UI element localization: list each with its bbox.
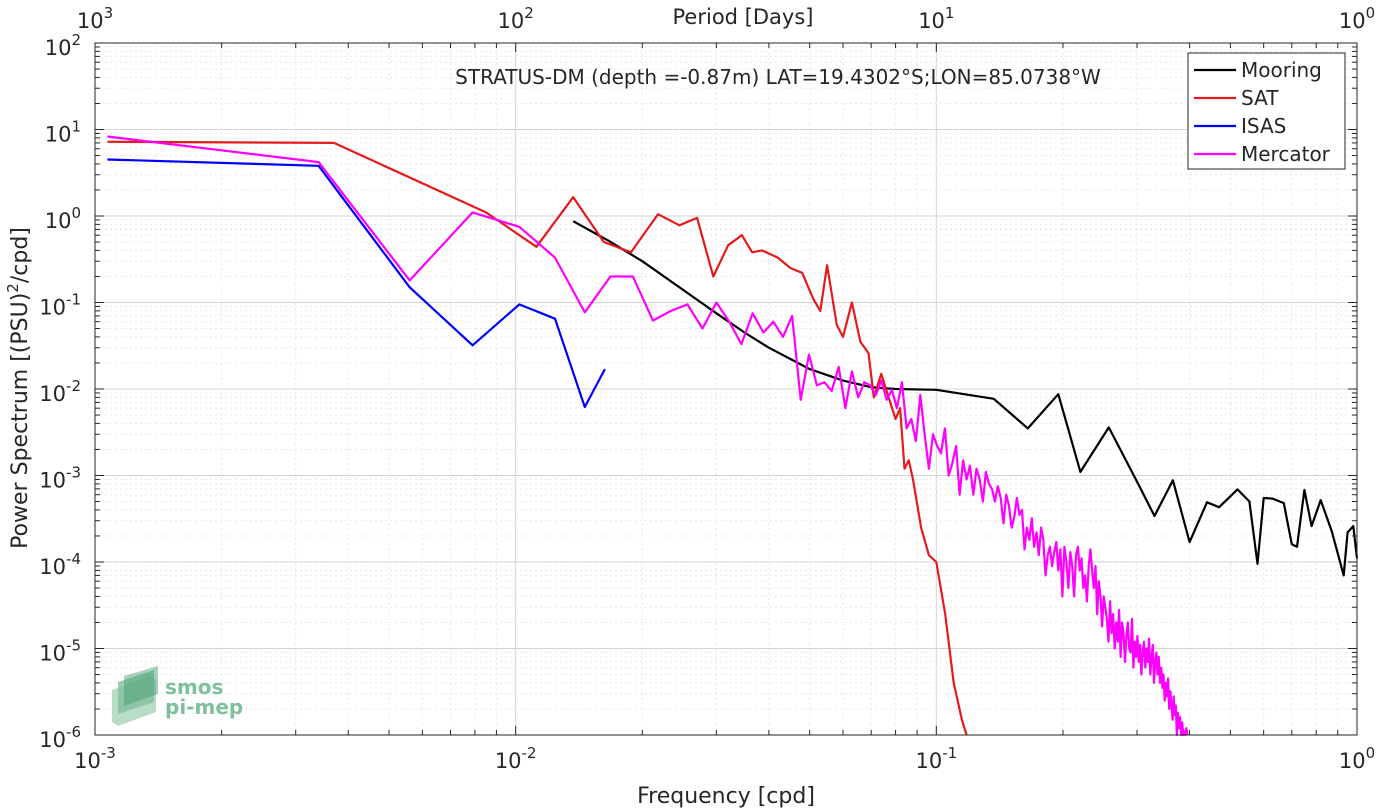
y-tick-label-base: 10 bbox=[39, 382, 66, 406]
x-tick-label: 10-1 bbox=[915, 744, 957, 773]
x-tick-label: 100 bbox=[1339, 744, 1375, 773]
y-tick-label: 10-6 bbox=[39, 723, 81, 752]
legend-label-mercator: Mercator bbox=[1241, 142, 1331, 166]
x-tick-label-base: 10 bbox=[915, 749, 942, 773]
top-tick-label-base: 10 bbox=[498, 9, 525, 33]
series-line-isas bbox=[107, 158, 606, 409]
y-tick-label-base: 10 bbox=[45, 209, 72, 233]
legend-label-isas: ISAS bbox=[1241, 114, 1286, 138]
x-tick-label-exp: -1 bbox=[942, 744, 957, 762]
y-tick-label-base: 10 bbox=[39, 642, 66, 666]
y-tick-label-base: 10 bbox=[45, 123, 72, 147]
y-tick-label: 10-1 bbox=[39, 291, 81, 320]
x-tick-label-exp: 0 bbox=[1366, 744, 1376, 762]
y-tick-label-base: 10 bbox=[39, 469, 66, 493]
legend-label-mooring: Mooring bbox=[1241, 58, 1322, 82]
ticks-layer bbox=[94, 43, 1357, 736]
y-tick-label: 100 bbox=[45, 204, 81, 233]
top-axis-label: Period [Days] bbox=[673, 5, 814, 29]
logo-text-pi-mep: pi-mep bbox=[165, 695, 243, 719]
x-tick-label: 10-3 bbox=[74, 744, 116, 773]
legend-box bbox=[1187, 52, 1346, 170]
y-tick-label: 101 bbox=[45, 118, 81, 147]
y-tick-label-base: 10 bbox=[39, 296, 66, 320]
y-tick-label-exp: -4 bbox=[66, 550, 81, 568]
top-tick-label-exp: 1 bbox=[945, 4, 955, 22]
x-tick-label-base: 10 bbox=[74, 749, 101, 773]
logo-icon bbox=[112, 666, 158, 726]
top-tick-label: 103 bbox=[77, 4, 113, 33]
top-tick-label: 100 bbox=[1339, 4, 1375, 33]
y-tick-label-base: 10 bbox=[39, 728, 66, 752]
y-tick-label: 10-3 bbox=[39, 464, 81, 493]
y-axis-label: Power Spectrum [(PSU)2/cpd] bbox=[4, 227, 33, 549]
top-tick-label: 101 bbox=[918, 4, 954, 33]
series-line-mercator bbox=[107, 135, 1189, 737]
x-tick-label: 10-2 bbox=[495, 744, 537, 773]
x-tick-label-base: 10 bbox=[495, 749, 522, 773]
chart-title: STRATUS-DM (depth =-0.87m) LAT=19.4302°S… bbox=[455, 65, 1101, 89]
y-tick-label-exp: 0 bbox=[71, 204, 81, 222]
legend: Mooring SAT ISAS Mercator bbox=[1187, 52, 1346, 170]
top-tick-label-base: 10 bbox=[1339, 9, 1366, 33]
top-tick-label-base: 10 bbox=[918, 9, 945, 33]
y-axis-label-sup: 2 bbox=[4, 283, 22, 293]
top-tick-label-exp: 3 bbox=[104, 4, 114, 22]
logo-text-smos: smos bbox=[165, 675, 223, 699]
x-tick-label-exp: -2 bbox=[522, 744, 537, 762]
y-tick-label: 10-5 bbox=[39, 637, 81, 666]
top-tick-label: 102 bbox=[498, 4, 534, 33]
x-tick-label-base: 10 bbox=[1339, 749, 1366, 773]
y-tick-label: 102 bbox=[45, 31, 81, 60]
top-tick-label-exp: 0 bbox=[1366, 4, 1376, 22]
x-tick-label-exp: -3 bbox=[101, 744, 116, 762]
y-tick-label-base: 10 bbox=[45, 36, 72, 60]
y-tick-label-exp: -2 bbox=[66, 377, 81, 395]
top-tick-label-base: 10 bbox=[77, 9, 104, 33]
y-tick-label-exp: -3 bbox=[66, 464, 81, 482]
legend-label-sat: SAT bbox=[1241, 86, 1279, 110]
y-tick-label-exp: 2 bbox=[71, 31, 81, 49]
series-layer bbox=[107, 135, 1359, 737]
y-tick-label-exp: -6 bbox=[66, 723, 81, 741]
series-line-mooring bbox=[572, 220, 1359, 577]
series-line-sat bbox=[107, 140, 968, 736]
y-tick-label: 10-4 bbox=[39, 550, 81, 579]
y-tick-label-exp: 1 bbox=[71, 118, 81, 136]
y-tick-label: 10-2 bbox=[39, 377, 81, 406]
top-tick-label-exp: 2 bbox=[524, 4, 534, 22]
x-axis-label: Frequency [cpd] bbox=[637, 784, 815, 809]
smos-pi-mep-logo: smos pi-mep bbox=[112, 666, 243, 726]
y-axis-label-tail: /cpd] bbox=[8, 227, 33, 283]
y-tick-label-exp: -1 bbox=[66, 291, 81, 309]
y-tick-label-exp: -5 bbox=[66, 637, 81, 655]
y-tick-label-base: 10 bbox=[39, 555, 66, 579]
